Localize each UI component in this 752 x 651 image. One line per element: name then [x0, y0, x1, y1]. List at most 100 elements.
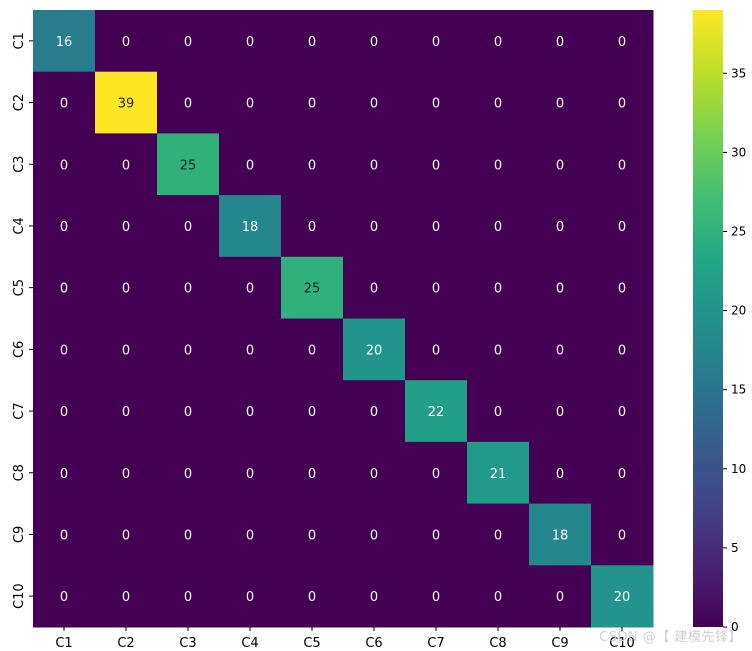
heatmap-cell: [95, 10, 158, 73]
cell-value-label: 0: [432, 97, 440, 112]
heatmap-cell: [219, 71, 282, 134]
cell-value-label: 0: [184, 282, 192, 297]
heatmap-cell: [343, 256, 406, 319]
heatmap-cell: [405, 133, 468, 196]
heatmap-cell: [95, 318, 158, 381]
heatmap-cell: [219, 256, 282, 319]
heatmap-cell: [33, 10, 96, 73]
cell-value-label: 0: [432, 282, 440, 297]
heatmap-cell: [157, 318, 220, 381]
cell-value-label: 0: [60, 590, 68, 605]
cell-value-label: 20: [614, 590, 631, 605]
heatmap-cell: [591, 503, 654, 566]
watermark: CSDN @【 建模先锋】: [599, 630, 742, 645]
heatmap-cell: [405, 565, 468, 628]
heatmap-cell: [529, 10, 592, 73]
colorbar-tick-label: 5: [731, 541, 739, 555]
y-tick-label: C2: [12, 94, 27, 111]
heatmap-cell: [343, 71, 406, 134]
heatmap-cell: [405, 195, 468, 258]
cell-value-label: 0: [60, 220, 68, 235]
cell-value-label: 0: [122, 528, 130, 543]
cell-value-label: 25: [180, 158, 197, 173]
heatmap-cell: [467, 133, 530, 196]
cell-value-label: 0: [494, 220, 502, 235]
colorbar-tick-label: 20: [731, 304, 746, 318]
colorbar-tick-label: 30: [731, 145, 746, 159]
heatmap-cell: [529, 318, 592, 381]
heatmap-cell: [33, 256, 96, 319]
x-tick-label: C2: [117, 636, 134, 651]
x-tick-label: C9: [551, 636, 568, 651]
y-tick-label: C7: [12, 402, 27, 419]
cell-value-label: 16: [56, 35, 73, 50]
cell-value-label: 0: [60, 158, 68, 173]
heatmap-cell: [219, 195, 282, 258]
heatmap-cell: [219, 503, 282, 566]
heatmap-cell: [281, 318, 344, 381]
y-tick-label: C8: [12, 464, 27, 481]
cell-value-label: 0: [60, 343, 68, 358]
heatmap-cell: [95, 71, 158, 134]
cell-value-label: 0: [184, 220, 192, 235]
cell-value-label: 0: [308, 158, 316, 173]
heatmap-cell: [591, 10, 654, 73]
cell-value-label: 0: [618, 343, 626, 358]
cell-value-label: 0: [432, 158, 440, 173]
cell-value-label: 0: [618, 528, 626, 543]
heatmap-cell: [95, 565, 158, 628]
heatmap-cell: [467, 195, 530, 258]
heatmap-cell: [529, 503, 592, 566]
cell-value-label: 0: [122, 35, 130, 50]
heatmap-cell: [529, 71, 592, 134]
heatmap-cell: [467, 256, 530, 319]
heatmap-cell: [529, 441, 592, 505]
heatmap-cell: [343, 10, 406, 73]
heatmap-cell: [33, 503, 96, 566]
cell-value-label: 0: [246, 158, 254, 173]
heatmap-cell: [591, 71, 654, 134]
heatmap-cell: [33, 441, 96, 505]
heatmap-cell: [343, 195, 406, 258]
cell-value-label: 0: [246, 35, 254, 50]
cell-value-label: 0: [494, 590, 502, 605]
colorbar-tick-label: 10: [731, 462, 746, 476]
heatmap-cell: [281, 565, 344, 628]
cell-value-label: 0: [370, 35, 378, 50]
cell-value-label: 0: [556, 405, 564, 420]
y-tick-label: C4: [12, 217, 27, 234]
cell-value-label: 0: [246, 590, 254, 605]
cell-value-label: 0: [556, 97, 564, 112]
heatmap-cell: [405, 503, 468, 566]
heatmap-cell: [467, 503, 530, 566]
heatmap-cell: [219, 10, 282, 73]
heatmap-cell: [343, 503, 406, 566]
heatmap-cell: [157, 441, 220, 505]
colorbar-tick-label: 0: [731, 620, 739, 634]
cell-value-label: 0: [308, 590, 316, 605]
cell-value-label: 0: [184, 97, 192, 112]
heatmap-cell: [157, 256, 220, 319]
heatmap-cell: [343, 318, 406, 381]
cell-value-label: 0: [432, 220, 440, 235]
heatmap-cell: [591, 380, 654, 443]
y-tick-label: C10: [12, 583, 27, 609]
cell-value-label: 0: [122, 158, 130, 173]
cell-value-label: 0: [370, 528, 378, 543]
colorbar-tick-label: 15: [731, 383, 746, 397]
x-axis: C1 C2 C3 C4 C5 C6 C7 C8 C9 C10: [55, 627, 635, 651]
cell-value-label: 0: [60, 405, 68, 420]
heatmap-cell: [405, 380, 468, 443]
heatmap-cell: [157, 503, 220, 566]
heatmap-cells: [33, 10, 654, 628]
cell-value-label: 0: [556, 220, 564, 235]
cell-value-label: 0: [494, 158, 502, 173]
y-tick-label: C5: [12, 279, 27, 296]
cell-value-label: 0: [308, 35, 316, 50]
heatmap-cell: [95, 380, 158, 443]
heatmap-cell: [529, 133, 592, 196]
cell-value-label: 0: [308, 405, 316, 420]
heatmap-cell: [281, 133, 344, 196]
cell-value-label: 0: [618, 467, 626, 482]
